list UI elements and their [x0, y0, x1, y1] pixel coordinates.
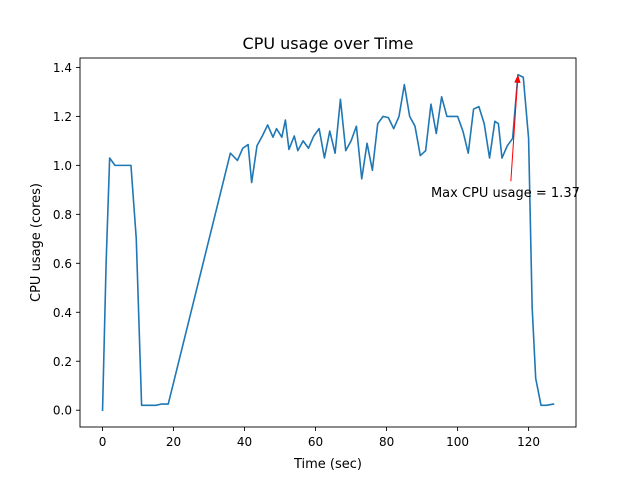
annotation-label: Max CPU usage = 1.37	[431, 186, 580, 201]
chart-title: CPU usage over Time	[243, 34, 414, 53]
annotation-arrow	[510, 82, 518, 182]
x-tick-label: 0	[99, 435, 107, 449]
x-tick-label: 80	[379, 435, 394, 449]
y-tick-label: 0.6	[53, 257, 72, 271]
y-tick-label: 0.4	[53, 306, 72, 320]
y-tick-label: 0.2	[53, 355, 72, 369]
x-tick-label: 20	[166, 435, 181, 449]
annotation-arrow-head	[514, 74, 521, 83]
y-axis-label: CPU usage (cores)	[29, 183, 44, 302]
y-tick-label: 1.2	[53, 110, 72, 124]
x-axis-label: Time (sec)	[293, 457, 362, 472]
y-tick-label: 0.8	[53, 208, 72, 222]
axes-frame	[79, 57, 577, 428]
x-tick-label: 60	[308, 435, 323, 449]
x-axis: 0 20 40 60 80 100 120	[99, 427, 540, 449]
y-axis: 0.0 0.2 0.4 0.6 0.8 1.0 1.2 1.4	[53, 61, 80, 418]
x-tick-label: 100	[446, 435, 469, 449]
y-tick-label: 1.0	[53, 159, 72, 173]
y-tick-label: 1.4	[53, 61, 72, 75]
x-tick-label: 120	[517, 435, 540, 449]
y-tick-label: 0.0	[53, 404, 72, 418]
max-annotation: Max CPU usage = 1.37	[431, 74, 580, 201]
x-tick-label: 40	[237, 435, 252, 449]
cpu-usage-series-line	[101, 73, 555, 412]
